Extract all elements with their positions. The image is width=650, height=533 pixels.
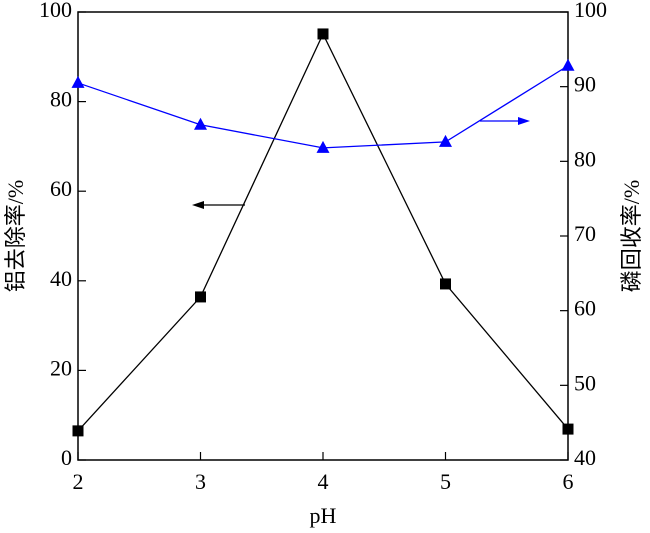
y2-tick-label: 70 xyxy=(574,221,596,246)
marker xyxy=(316,140,330,153)
x-axis-title: pH xyxy=(310,503,337,528)
y2-tick-label: 50 xyxy=(574,370,596,395)
y2-tick-label: 90 xyxy=(574,72,596,97)
marker xyxy=(71,75,85,88)
marker xyxy=(194,117,207,130)
x-tick-label: 4 xyxy=(318,469,329,494)
marker xyxy=(440,278,451,290)
y2-tick-label: 40 xyxy=(574,445,596,470)
y-tick-label: 60 xyxy=(50,176,72,201)
y2-tick-label: 80 xyxy=(574,146,596,171)
x-tick-label: 5 xyxy=(440,469,451,494)
y-tick-label: 40 xyxy=(50,266,72,291)
arrow-right xyxy=(480,117,530,125)
y-tick-label: 100 xyxy=(39,0,72,22)
y2-tick-label: 60 xyxy=(574,296,596,321)
series-line xyxy=(77,32,569,432)
marker xyxy=(72,425,84,437)
x-tick-label: 3 xyxy=(195,469,206,494)
marker xyxy=(439,134,452,147)
y-axis-title: 铝去除率/% xyxy=(3,180,28,292)
marker xyxy=(195,291,206,303)
series-line xyxy=(77,65,569,149)
arrow-left xyxy=(192,201,245,209)
marker xyxy=(562,423,574,435)
plot-frame xyxy=(77,11,569,461)
y-tick-label: 80 xyxy=(50,87,72,112)
x-tick-label: 6 xyxy=(563,469,574,494)
y2-tick-label: 100 xyxy=(574,0,607,22)
marker xyxy=(317,28,329,40)
y2-axis-title: 磷回收率/% xyxy=(619,180,644,292)
x-tick-label: 2 xyxy=(73,469,84,494)
y-tick-label: 20 xyxy=(50,355,72,380)
marker xyxy=(561,58,575,71)
y-tick-label: 0 xyxy=(61,445,72,470)
